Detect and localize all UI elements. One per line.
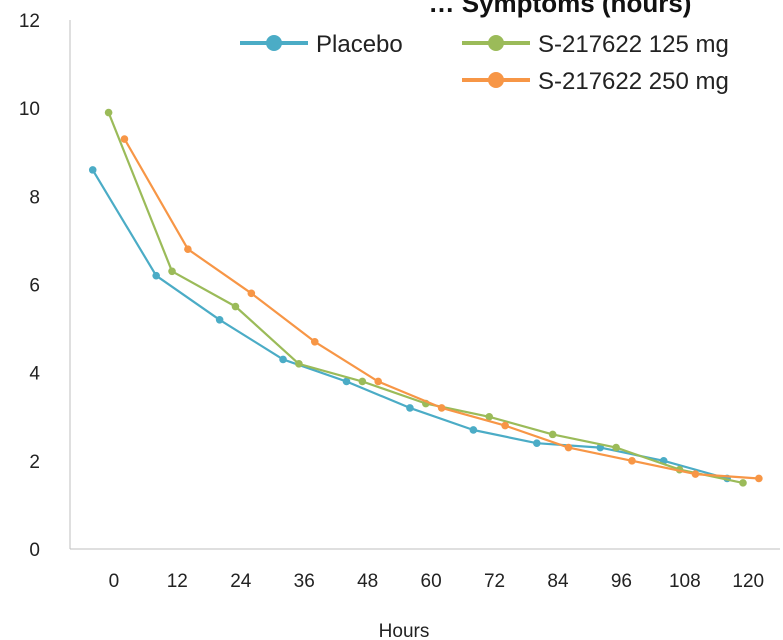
- legend-marker-swatch: [266, 35, 282, 51]
- data-point: [628, 457, 636, 465]
- data-point: [564, 443, 573, 452]
- y-tick-label: 2: [29, 452, 40, 473]
- legend-label: Placebo: [316, 31, 403, 58]
- y-tick-label: 6: [29, 276, 40, 297]
- x-tick-label: 72: [484, 571, 505, 592]
- data-point: [247, 289, 256, 298]
- x-tick-label: 108: [669, 571, 701, 592]
- data-point: [295, 360, 303, 368]
- x-tick-label: 48: [357, 571, 378, 592]
- legend-label: S-217622 250 mg: [538, 68, 729, 95]
- data-point: [184, 245, 192, 254]
- data-point: [548, 430, 557, 439]
- legend-item: Placebo: [240, 31, 403, 58]
- y-tick-label: 10: [19, 99, 40, 120]
- legend-label: S-217622 125 mg: [538, 31, 729, 58]
- x-tick-label: 60: [421, 571, 442, 592]
- data-point: [168, 267, 176, 276]
- series-line: [91, 169, 728, 480]
- legend-item: S-217622 250 mg: [462, 68, 729, 95]
- x-tick-label: 12: [167, 571, 188, 592]
- legend: Placebo S-217622 125 mg S-217622 250 mg: [240, 31, 729, 95]
- x-axis-label: Hours: [379, 621, 430, 640]
- data-point: [691, 470, 700, 478]
- data-point: [342, 377, 351, 386]
- data-point: [152, 271, 160, 280]
- axes: [69, 20, 780, 550]
- legend-marker-swatch: [488, 35, 504, 51]
- y-tick-label: 12: [19, 11, 40, 32]
- data-point: [358, 377, 367, 386]
- y-axis-ticks: 0 2 4 6 8 10 12: [19, 11, 41, 561]
- data-point: [374, 377, 383, 386]
- data-point: [485, 412, 494, 421]
- x-tick-label: 36: [294, 571, 315, 592]
- series-1: [88, 166, 731, 483]
- series-3: [120, 135, 763, 483]
- data-point: [612, 443, 620, 452]
- data-point: [533, 439, 541, 448]
- data-point: [739, 479, 747, 487]
- data-point: [104, 108, 113, 117]
- data-point: [437, 404, 446, 412]
- data-point: [755, 474, 763, 483]
- data-point: [310, 338, 319, 346]
- x-axis-ticks: 0 12 24 36 48 60 72 84 96 108 120: [109, 571, 765, 592]
- x-tick-label: 0: [109, 571, 120, 592]
- series-2: [104, 108, 747, 487]
- x-tick-label: 24: [230, 571, 252, 592]
- y-tick-label: 8: [29, 187, 40, 208]
- y-tick-label: 0: [29, 540, 40, 561]
- data-point: [279, 355, 287, 364]
- series-layer: [88, 108, 763, 487]
- legend-item: S-217622 125 mg: [462, 31, 729, 58]
- data-point: [406, 404, 414, 412]
- data-point: [215, 315, 224, 324]
- data-point: [120, 135, 129, 143]
- data-point: [501, 421, 509, 430]
- series-line: [123, 138, 759, 480]
- series-line: [107, 112, 744, 484]
- data-point: [88, 166, 97, 174]
- x-tick-label: 84: [547, 571, 569, 592]
- x-tick-label: 96: [611, 571, 632, 592]
- data-point: [231, 302, 240, 311]
- x-tick-label: 120: [732, 571, 764, 592]
- y-tick-label: 4: [29, 364, 40, 385]
- data-point: [469, 426, 478, 434]
- chart-title: … Symptoms (hours): [429, 0, 692, 18]
- legend-marker-swatch: [488, 72, 504, 88]
